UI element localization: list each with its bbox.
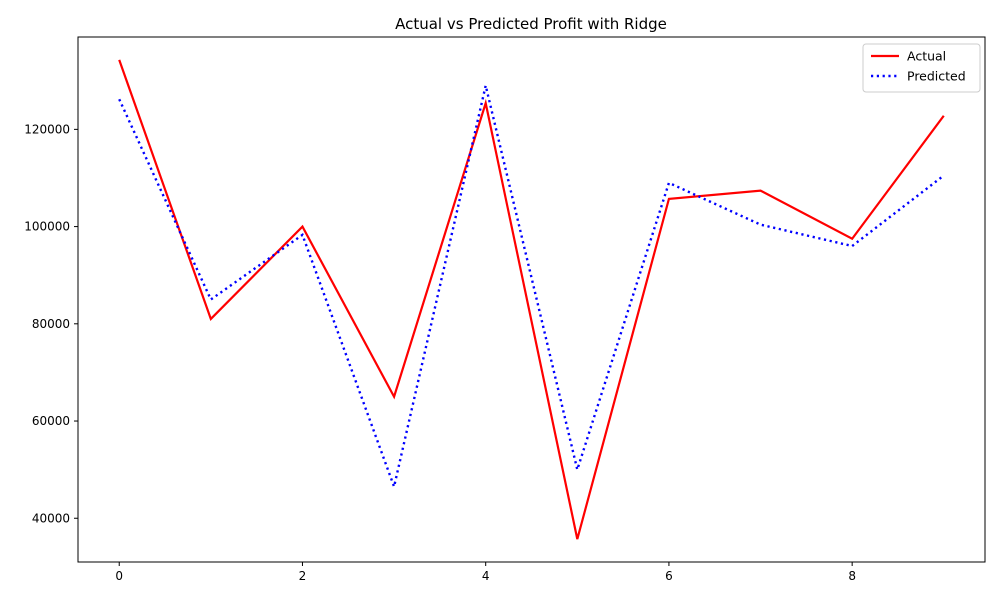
legend-label-predicted: Predicted	[907, 69, 966, 84]
legend-label-actual: Actual	[907, 49, 946, 64]
x-tick-label: 2	[299, 569, 307, 583]
x-tick-label: 0	[115, 569, 123, 583]
y-tick-label: 100000	[24, 220, 70, 234]
series-line-actual	[118, 59, 945, 540]
x-tick-label: 4	[482, 569, 490, 583]
y-tick-label: 40000	[32, 511, 70, 525]
plot-frame	[77, 36, 986, 563]
x-tick-label: 8	[848, 569, 856, 583]
legend: Actual Predicted	[862, 43, 981, 93]
axes: 0 2 4 6 8 40000 60000 80000 100000 120000	[24, 36, 986, 583]
chart-title: Actual vs Predicted Profit with Ridge	[395, 15, 667, 33]
series-layer	[118, 59, 945, 540]
y-tick-label: 60000	[32, 414, 70, 428]
y-tick-label: 120000	[24, 122, 70, 136]
y-tick-label: 80000	[32, 317, 70, 331]
x-tick-label: 6	[665, 569, 673, 583]
